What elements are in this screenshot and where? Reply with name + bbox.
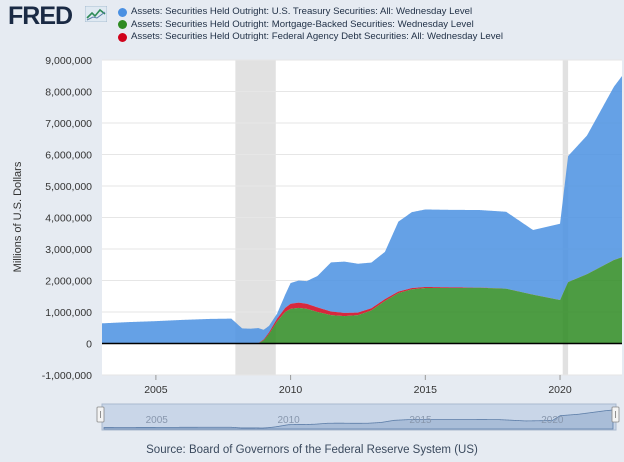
- area-series[interactable]: [102, 76, 622, 344]
- legend-item-mbs[interactable]: Assets: Securities Held Outright: Mortga…: [118, 19, 503, 32]
- source-note: Source: Board of Governors of the Federa…: [146, 444, 478, 456]
- y-tick-label: 3,000,000: [45, 244, 92, 256]
- chart: -1,000,000 0 1,000,000 2,000,000 3,000,000 4,…: [12, 55, 622, 431]
- navigator-series: [103, 409, 614, 430]
- navigator-tick-label: 2010: [277, 415, 300, 426]
- legend-swatch-treasury: [118, 7, 127, 17]
- legend-swatch-mbs: [118, 20, 127, 30]
- y-tick-label: 8,000,000: [45, 87, 92, 99]
- y-tick-label: 4,000,000: [45, 213, 92, 225]
- y-tick-label: 2,000,000: [45, 276, 92, 288]
- y-tick-label: 1,000,000: [45, 307, 92, 319]
- y-tick-label: 9,000,000: [45, 55, 92, 67]
- navigator-tick-label: 2005: [146, 415, 169, 426]
- area-series[interactable]: [102, 257, 622, 344]
- legend-item-agency[interactable]: Assets: Securities Held Outright: Federa…: [118, 31, 503, 44]
- y-tick-label: -1,000,000: [42, 370, 92, 382]
- fred-logo[interactable]: FRED: [8, 2, 73, 30]
- navigator-tick-label: 2020: [541, 415, 564, 426]
- y-tick-label: 6,000,000: [45, 150, 92, 162]
- legend-label-mbs: Assets: Securities Held Outright: Mortga…: [131, 18, 474, 30]
- legend-label-agency: Assets: Securities Held Outright: Federa…: [131, 31, 504, 42]
- y-axis-label: Millions of U.S. Dollars: [12, 161, 24, 272]
- x-tick-label: 2015: [414, 384, 438, 396]
- y-tick-label: 7,000,000: [45, 118, 92, 130]
- legend-label-treasury: Assets: Securities Held Outright: U.S. T…: [131, 6, 473, 17]
- navigator-tick-label: 2015: [409, 415, 432, 426]
- legend-item-treasury[interactable]: Assets: Securities Held Outright: U.S. T…: [118, 6, 503, 19]
- legend: Assets: Securities Held Outright: U.S. T…: [118, 6, 503, 44]
- y-tick-label: 5,000,000: [45, 181, 92, 193]
- y-tick-label: 0: [86, 339, 92, 351]
- x-tick-label: 2010: [279, 384, 303, 396]
- fred-chart-icon: [85, 6, 107, 22]
- x-tick-label: 2005: [144, 384, 168, 396]
- legend-swatch-agency: [118, 32, 127, 42]
- x-tick-label: 2020: [548, 384, 572, 396]
